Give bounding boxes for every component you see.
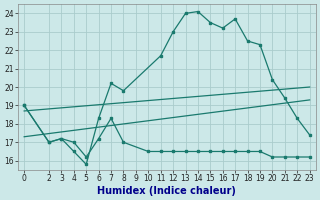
X-axis label: Humidex (Indice chaleur): Humidex (Indice chaleur) (98, 186, 236, 196)
